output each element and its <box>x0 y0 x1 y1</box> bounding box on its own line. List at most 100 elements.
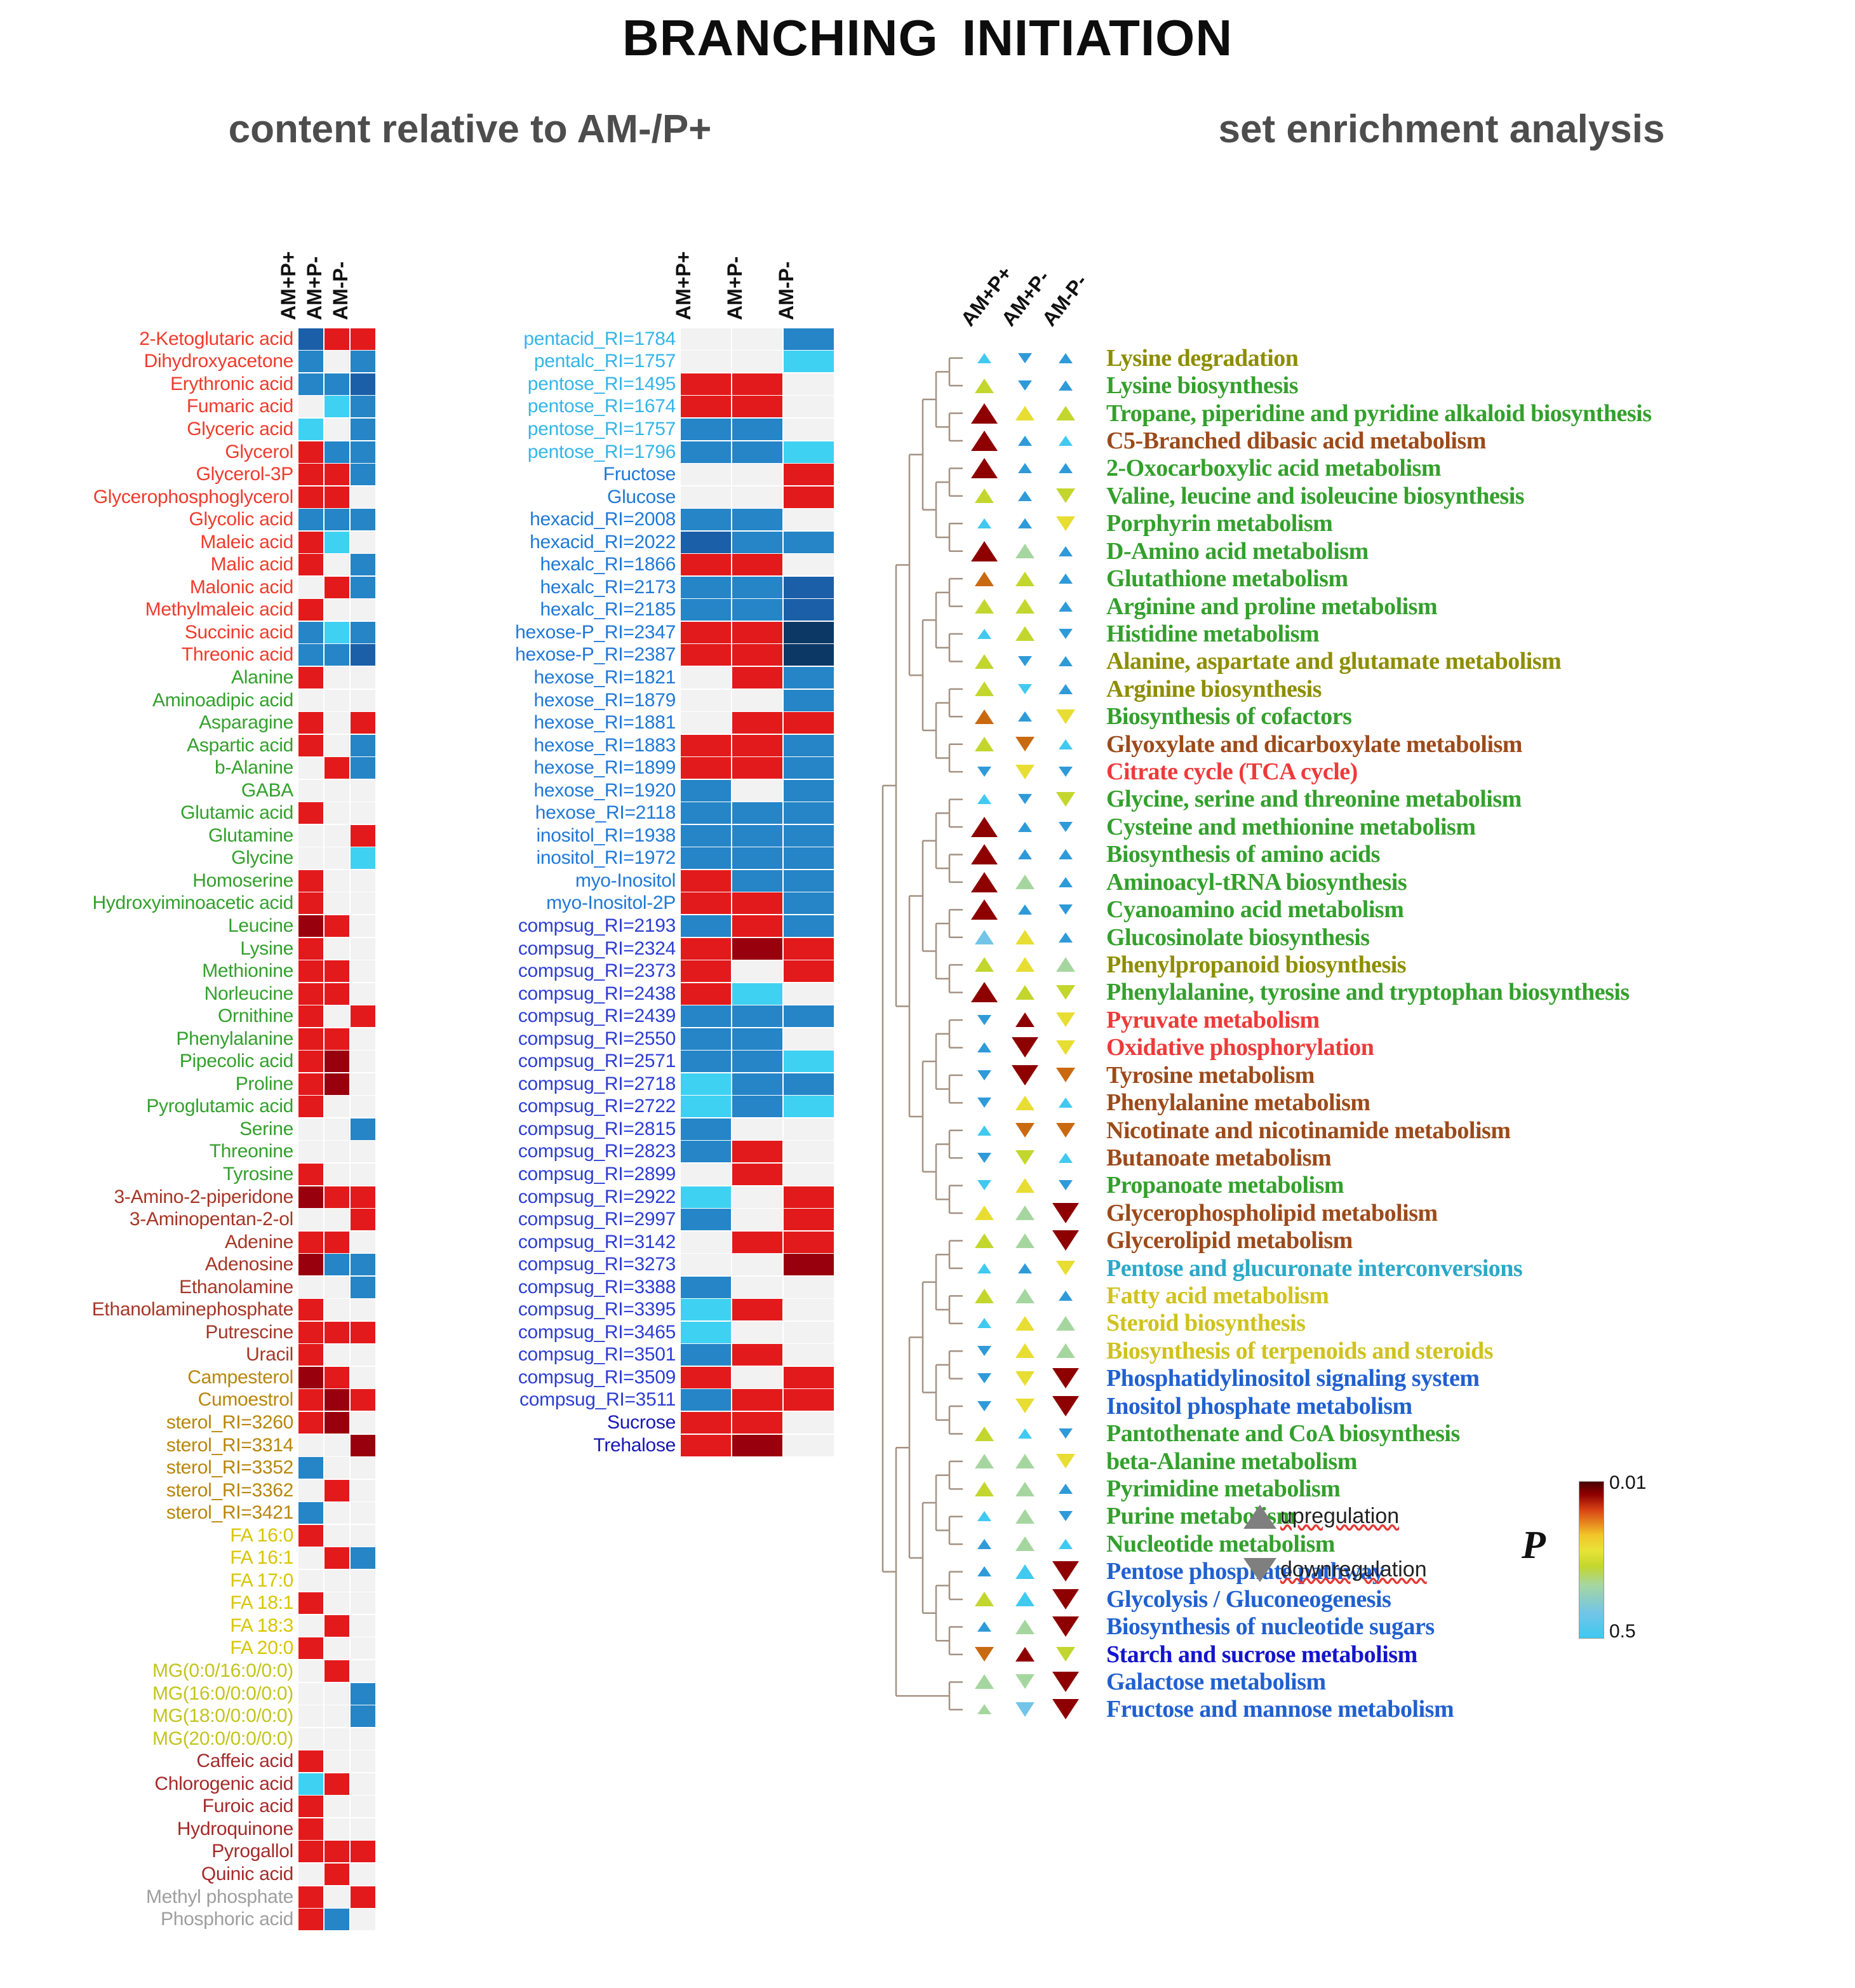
metabolite-row-label: FA 16:0 <box>230 1524 293 1546</box>
down-triangle-icon <box>1018 656 1032 667</box>
pathway-row: Glycine, serine and threonine metabolism <box>953 786 1855 813</box>
heatmap-cell <box>351 779 375 802</box>
heatmap-cell <box>681 1073 731 1095</box>
heatmap-cell <box>351 757 375 779</box>
marker-slot <box>964 488 1005 504</box>
heatmap-cell <box>784 576 834 598</box>
heatmap-cell <box>325 441 349 463</box>
pathway-row: Fructose and mannose metabolism <box>953 1696 1855 1723</box>
pathway-row: Glycerolipid metabolism <box>953 1227 1855 1254</box>
marker-slot <box>964 654 1005 669</box>
sugar-row-label: hexacid_RI=2008 <box>530 509 676 530</box>
metabolite-row-label: Pyroglutamic acid <box>146 1096 293 1117</box>
marker-slot <box>1005 1672 1045 1692</box>
marker-slot <box>964 353 1005 363</box>
up-triangle-icon <box>1018 904 1032 915</box>
heatmap-cell <box>325 351 349 373</box>
pathway-row: Nucleotide metabolism <box>953 1530 1855 1557</box>
marker-slot <box>964 1178 1005 1193</box>
heatmap-cell <box>681 1389 731 1411</box>
heatmap-cell <box>351 531 375 553</box>
heatmap-cell <box>681 1254 731 1276</box>
sugar-row-label: compsug_RI=3142 <box>518 1231 676 1253</box>
heatmap-cell <box>298 1005 323 1028</box>
metabolite-row-label: Serine <box>239 1118 293 1139</box>
up-triangle-icon <box>1018 1428 1032 1439</box>
marker-slot <box>1045 1230 1086 1251</box>
pathway-label: Pyrimidine metabolism <box>1106 1475 1341 1503</box>
metabolite-row-label: Adenine <box>225 1231 293 1253</box>
heatmap-cell <box>298 1164 323 1185</box>
heatmap-cell <box>325 779 349 802</box>
metabolite-row-label: sterol_RI=3314 <box>166 1434 293 1456</box>
sugar-row-label: compsug_RI=3511 <box>519 1389 676 1411</box>
regulation-markers <box>964 1288 1097 1303</box>
heatmap-cell <box>325 576 349 598</box>
marker-slot <box>1005 1095 1045 1110</box>
heatmap-cell <box>681 1118 731 1140</box>
marker-slot <box>1005 817 1045 837</box>
marker-slot <box>1005 1699 1045 1719</box>
metabolite-row: sterol_RI=3260 <box>0 1411 381 1434</box>
down-triangle-icon <box>1012 1065 1038 1085</box>
heatmap-cell <box>784 1096 834 1118</box>
metabolite-row-label: Aminoadipic acid <box>152 689 293 711</box>
up-triangle-icon <box>1018 1263 1032 1273</box>
sugar-row-label: hexose_RI=1920 <box>533 779 676 801</box>
sugar-row: compsug_RI=2922 <box>356 1186 845 1209</box>
heatmap-cell <box>681 509 731 531</box>
marker-slot <box>964 430 1005 451</box>
pathway-label: Valine, leucine and isoleucine biosynthe… <box>1106 482 1525 509</box>
pathway-row: Glucosinolate biosynthesis <box>953 923 1855 951</box>
heatmap-cell <box>298 1412 323 1434</box>
marker-slot <box>1045 403 1086 424</box>
marker-slot <box>1045 458 1086 478</box>
up-triangle-icon <box>1015 1481 1035 1496</box>
heatmap-cell <box>351 847 375 870</box>
marker-slot <box>1045 654 1086 669</box>
pathway-row: D-Amino acid metabolism <box>953 537 1855 565</box>
metabolite-row-label: Ethanolaminephosphate <box>91 1299 294 1320</box>
down-triangle-icon <box>1059 1180 1073 1191</box>
heatmap-cell <box>681 734 731 756</box>
heatmap-cell <box>351 1254 375 1276</box>
heatmap-cell <box>351 1909 375 1931</box>
marker-slot <box>964 816 1005 837</box>
marker-slot <box>1005 899 1045 920</box>
heatmap-cell <box>351 1682 375 1705</box>
marker-slot <box>964 871 1005 892</box>
down-triangle-icon <box>977 767 991 777</box>
sugar-row-label: compsug_RI=2438 <box>518 983 676 1004</box>
metabolite-row: Pipecolic acid <box>0 1051 381 1073</box>
metabolite-row: Aminoadipic acid <box>0 689 381 712</box>
heatmap-cell <box>681 396 731 418</box>
metabolite-row: Hydroxyiminoacetic acid <box>0 892 381 915</box>
down-triangle-icon <box>1015 764 1035 779</box>
metabolite-row-label: 3-Aminopentan-2-ol <box>129 1209 293 1230</box>
metabolite-row-label: MG(20:0/0:0/0:0) <box>152 1728 293 1749</box>
right-section-title: set enrichment analysis <box>1218 107 1665 151</box>
pathway-row: Biosynthesis of amino acids <box>953 841 1855 868</box>
up-triangle-icon <box>977 1538 991 1549</box>
pathway-label: Inositol phosphate metabolism <box>1106 1392 1412 1420</box>
sugar-row-label: pentose_RI=1495 <box>527 373 676 394</box>
metabolite-row: Aspartic acid <box>0 734 381 757</box>
heatmap-cell <box>298 1457 323 1479</box>
marker-slot <box>964 1230 1005 1251</box>
marker-slot <box>964 957 1005 972</box>
regulation-markers <box>964 899 1097 920</box>
pathway-row: Pyruvate metabolism <box>953 1006 1855 1033</box>
up-triangle-icon <box>1018 821 1032 832</box>
up-triangle-icon <box>971 458 998 479</box>
up-triangle-icon <box>975 1426 994 1441</box>
metabolite-row: Pyrogallol <box>0 1841 381 1864</box>
pathway-label: Pyruvate metabolism <box>1106 1006 1320 1033</box>
heatmap-cell <box>351 1479 375 1501</box>
pathway-row: Biosynthesis of nucleotide sugars <box>953 1613 1855 1640</box>
heatmap-cell <box>325 1164 349 1185</box>
regulation-markers <box>964 1178 1097 1193</box>
metabolite-row: 3-Aminopentan-2-ol <box>0 1208 381 1231</box>
marker-slot <box>1005 1343 1045 1359</box>
up-triangle-icon <box>1015 1315 1035 1331</box>
heatmap-cell <box>351 1051 375 1073</box>
